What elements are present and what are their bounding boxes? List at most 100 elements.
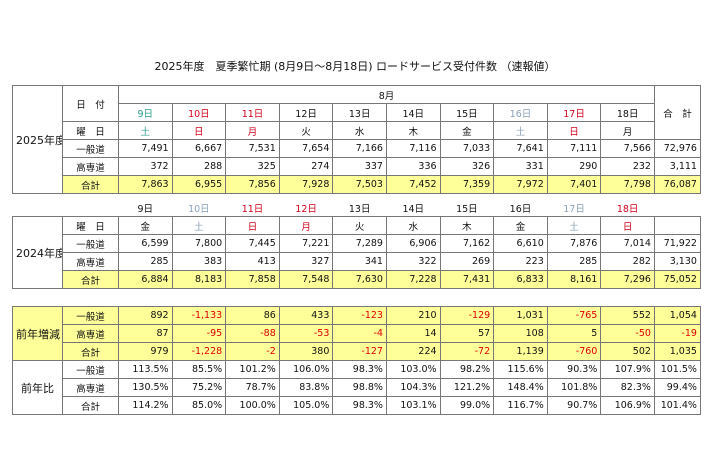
value-cell: 104.3%	[385, 378, 441, 397]
row-label: 合計	[62, 175, 119, 194]
day-cell: 18日	[600, 103, 655, 122]
value-cell: 223	[493, 252, 548, 271]
weekday-cell: 木	[439, 216, 495, 235]
row-label: 一般道	[62, 139, 119, 158]
blank	[63, 199, 119, 217]
weekday-cell: 日	[546, 121, 602, 140]
value-cell: 892	[118, 306, 173, 325]
value-cell: 7,221	[278, 234, 334, 253]
value-cell: 7,359	[439, 175, 495, 194]
value-cell: 7,401	[546, 175, 602, 194]
value-cell: 7,452	[385, 175, 441, 194]
date-header: 日 付	[62, 85, 119, 122]
row: 合計 979 -1,228 -2 380 -127 224 -72 1,139 -760 502 1,…	[13, 342, 701, 361]
value-cell: 7,876	[546, 234, 602, 253]
value-cell: 224	[385, 342, 441, 361]
value-cell: 7,858	[225, 270, 280, 289]
value-cell: 90.3%	[546, 360, 602, 379]
value-cell: 210	[385, 306, 441, 325]
value-cell: 7,491	[118, 139, 173, 158]
weekday-cell: 土	[546, 216, 602, 235]
value-cell: 103.1%	[385, 396, 441, 415]
weekday-cell: 火	[332, 216, 387, 235]
value-cell: 7,296	[600, 270, 655, 289]
value-cell: 7,566	[600, 139, 655, 158]
value-cell: 7,014	[600, 234, 655, 253]
value-cell: 116.7%	[493, 396, 548, 415]
weekday-cell: 火	[278, 121, 334, 140]
row: 前年比 一般道 113.5% 85.5% 101.2% 106.0% 98.3% 103.0%…	[12, 360, 701, 415]
value-cell: 108	[493, 324, 548, 343]
value-cell: 1,031	[493, 306, 548, 325]
value-cell: 7,033	[439, 139, 495, 158]
section-label: 前年比	[12, 360, 63, 415]
value-cell: 7,548	[278, 270, 334, 289]
day-cell: 18日	[616, 203, 639, 215]
total-cell: 99.4%	[653, 378, 701, 397]
value-cell: -129	[439, 306, 495, 325]
value-cell: 7,116	[385, 139, 441, 158]
value-cell: 130.5%	[118, 378, 173, 397]
value-cell: 86	[225, 306, 280, 325]
weekday-cell: 月	[278, 216, 334, 235]
total-cell: -19	[653, 324, 701, 343]
value-cell: 6,833	[493, 270, 548, 289]
value-cell: 6,599	[118, 234, 173, 253]
value-cell: 75.2%	[171, 378, 227, 397]
day-cell: 12日	[278, 103, 334, 122]
day-row: 9日 10日 11日 12日 13日 14日 15日 16日 17日 18日	[13, 103, 701, 122]
value-cell: 85.0%	[171, 396, 227, 415]
value-cell: 290	[546, 157, 602, 176]
value-cell: 433	[278, 306, 334, 325]
row: 高専道 285 383 413 327 341 322 269 223 285 282 3,130	[13, 252, 701, 271]
day-cell: 10日	[188, 203, 210, 215]
value-cell: 7,654	[278, 139, 334, 158]
value-cell: 7,800	[171, 234, 227, 253]
value-cell: 322	[385, 252, 441, 271]
value-cell: 7,166	[332, 139, 387, 158]
table-2024: 9日 10日 11日 12日 13日 14日 15日 16日 17日 18日 2024年度曜 日金土…	[12, 199, 701, 289]
value-cell: 7,289	[332, 234, 387, 253]
day-cell: 13日	[348, 203, 371, 215]
value-cell: 341	[332, 252, 387, 271]
value-cell: -4	[332, 324, 387, 343]
weekday-cell: 日	[171, 121, 227, 140]
value-cell: 6,884	[118, 270, 173, 289]
total-cell: 76,087	[653, 175, 701, 194]
value-cell: 113.5%	[118, 360, 173, 379]
row-label: 合計	[62, 396, 119, 415]
value-cell: 57	[439, 324, 495, 343]
value-cell: -53	[278, 324, 334, 343]
weekday-cell: 金	[118, 216, 173, 235]
day-cell: 11日	[241, 203, 264, 215]
title: 2025年度 夏季繁忙期 (8月9日～8月18日) ロードサービス受付件数 （速…	[154, 60, 556, 73]
day-cell: 14日	[385, 103, 441, 122]
value-cell: 7,503	[332, 175, 387, 194]
section-label: 2024年度	[12, 216, 63, 289]
weekday-cell: 土	[171, 216, 227, 235]
value-cell: 979	[118, 342, 173, 361]
value-cell: 8,161	[546, 270, 602, 289]
total-cell: 71,922	[653, 234, 701, 253]
total-cell: 101.4%	[653, 396, 701, 415]
row-label: 高専道	[62, 378, 119, 397]
value-cell: 336	[385, 157, 441, 176]
value-cell: 7,531	[225, 139, 280, 158]
value-cell: 331	[493, 157, 548, 176]
header-row: 2025年度日 付 8月合 計	[12, 85, 701, 194]
weekday-cell: 水	[332, 121, 387, 140]
blank	[654, 199, 700, 217]
value-cell: 106.9%	[600, 396, 655, 415]
month-header: 8月	[118, 85, 655, 104]
day-row: 9日 10日 11日 12日 13日 14日 15日 16日 17日 18日	[13, 199, 701, 217]
value-cell: 282	[600, 252, 655, 271]
row: 高専道 372 288 325 274 337 336 326 331 290 232 3,111	[13, 157, 701, 176]
value-cell: 7,641	[493, 139, 548, 158]
value-cell: 103.0%	[385, 360, 441, 379]
blank	[653, 216, 701, 235]
value-cell: 5	[546, 324, 602, 343]
value-cell: 232	[600, 157, 655, 176]
value-cell: 87	[118, 324, 173, 343]
row: 合計 7,863 6,955 7,856 7,928 7,503 7,452 7,359 7,9…	[13, 175, 701, 194]
